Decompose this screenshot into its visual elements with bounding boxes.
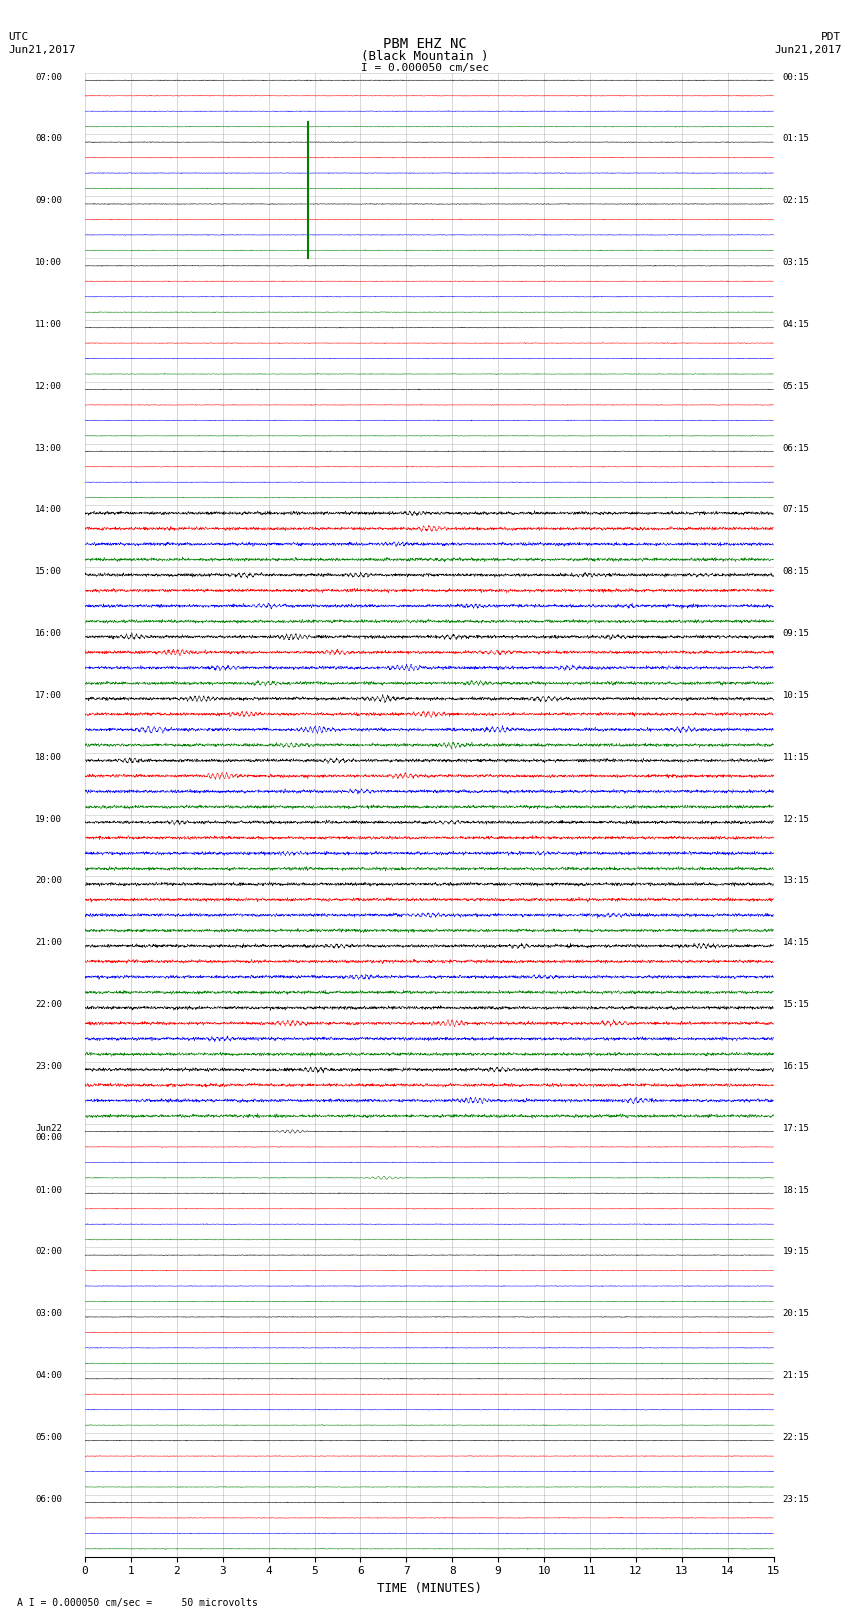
Text: 19:00: 19:00 bbox=[35, 815, 62, 824]
Text: 01:00: 01:00 bbox=[35, 1186, 62, 1195]
Text: A I = 0.000050 cm/sec =     50 microvolts: A I = 0.000050 cm/sec = 50 microvolts bbox=[17, 1598, 258, 1608]
Text: Jun21,2017: Jun21,2017 bbox=[774, 45, 842, 55]
Text: 14:15: 14:15 bbox=[783, 939, 809, 947]
Text: 05:15: 05:15 bbox=[783, 382, 809, 390]
Text: I = 0.000050 cm/sec: I = 0.000050 cm/sec bbox=[361, 63, 489, 73]
Text: 03:00: 03:00 bbox=[35, 1310, 62, 1318]
Text: 09:15: 09:15 bbox=[783, 629, 809, 639]
Text: 05:00: 05:00 bbox=[35, 1432, 62, 1442]
Text: 17:00: 17:00 bbox=[35, 690, 62, 700]
Text: 08:15: 08:15 bbox=[783, 568, 809, 576]
Text: 20:00: 20:00 bbox=[35, 876, 62, 886]
Text: 13:00: 13:00 bbox=[35, 444, 62, 453]
Text: Jun22
00:00: Jun22 00:00 bbox=[35, 1124, 62, 1142]
Text: 08:00: 08:00 bbox=[35, 134, 62, 144]
Text: 00:15: 00:15 bbox=[783, 73, 809, 82]
Text: 04:15: 04:15 bbox=[783, 319, 809, 329]
Text: 15:15: 15:15 bbox=[783, 1000, 809, 1010]
Text: PBM EHZ NC: PBM EHZ NC bbox=[383, 37, 467, 52]
X-axis label: TIME (MINUTES): TIME (MINUTES) bbox=[377, 1582, 482, 1595]
Text: 10:00: 10:00 bbox=[35, 258, 62, 268]
Text: UTC: UTC bbox=[8, 32, 29, 42]
Text: 06:00: 06:00 bbox=[35, 1495, 62, 1503]
Text: 11:00: 11:00 bbox=[35, 319, 62, 329]
Text: 10:15: 10:15 bbox=[783, 690, 809, 700]
Text: 02:15: 02:15 bbox=[783, 197, 809, 205]
Text: 07:15: 07:15 bbox=[783, 505, 809, 515]
Text: 21:00: 21:00 bbox=[35, 939, 62, 947]
Text: 19:15: 19:15 bbox=[783, 1247, 809, 1257]
Text: 06:15: 06:15 bbox=[783, 444, 809, 453]
Text: 14:00: 14:00 bbox=[35, 505, 62, 515]
Text: 16:15: 16:15 bbox=[783, 1061, 809, 1071]
Text: 23:15: 23:15 bbox=[783, 1495, 809, 1503]
Text: 18:00: 18:00 bbox=[35, 753, 62, 761]
Text: Jun21,2017: Jun21,2017 bbox=[8, 45, 76, 55]
Text: 21:15: 21:15 bbox=[783, 1371, 809, 1381]
Text: 22:15: 22:15 bbox=[783, 1432, 809, 1442]
Text: 04:00: 04:00 bbox=[35, 1371, 62, 1381]
Text: 23:00: 23:00 bbox=[35, 1061, 62, 1071]
Text: 02:00: 02:00 bbox=[35, 1247, 62, 1257]
Text: 01:15: 01:15 bbox=[783, 134, 809, 144]
Text: 09:00: 09:00 bbox=[35, 197, 62, 205]
Text: PDT: PDT bbox=[821, 32, 842, 42]
Text: 12:00: 12:00 bbox=[35, 382, 62, 390]
Text: 18:15: 18:15 bbox=[783, 1186, 809, 1195]
Text: 13:15: 13:15 bbox=[783, 876, 809, 886]
Text: 11:15: 11:15 bbox=[783, 753, 809, 761]
Text: 20:15: 20:15 bbox=[783, 1310, 809, 1318]
Text: (Black Mountain ): (Black Mountain ) bbox=[361, 50, 489, 63]
Text: 22:00: 22:00 bbox=[35, 1000, 62, 1010]
Text: 07:00: 07:00 bbox=[35, 73, 62, 82]
Text: 16:00: 16:00 bbox=[35, 629, 62, 639]
Text: 17:15: 17:15 bbox=[783, 1124, 809, 1132]
Text: 03:15: 03:15 bbox=[783, 258, 809, 268]
Text: 12:15: 12:15 bbox=[783, 815, 809, 824]
Text: 15:00: 15:00 bbox=[35, 568, 62, 576]
